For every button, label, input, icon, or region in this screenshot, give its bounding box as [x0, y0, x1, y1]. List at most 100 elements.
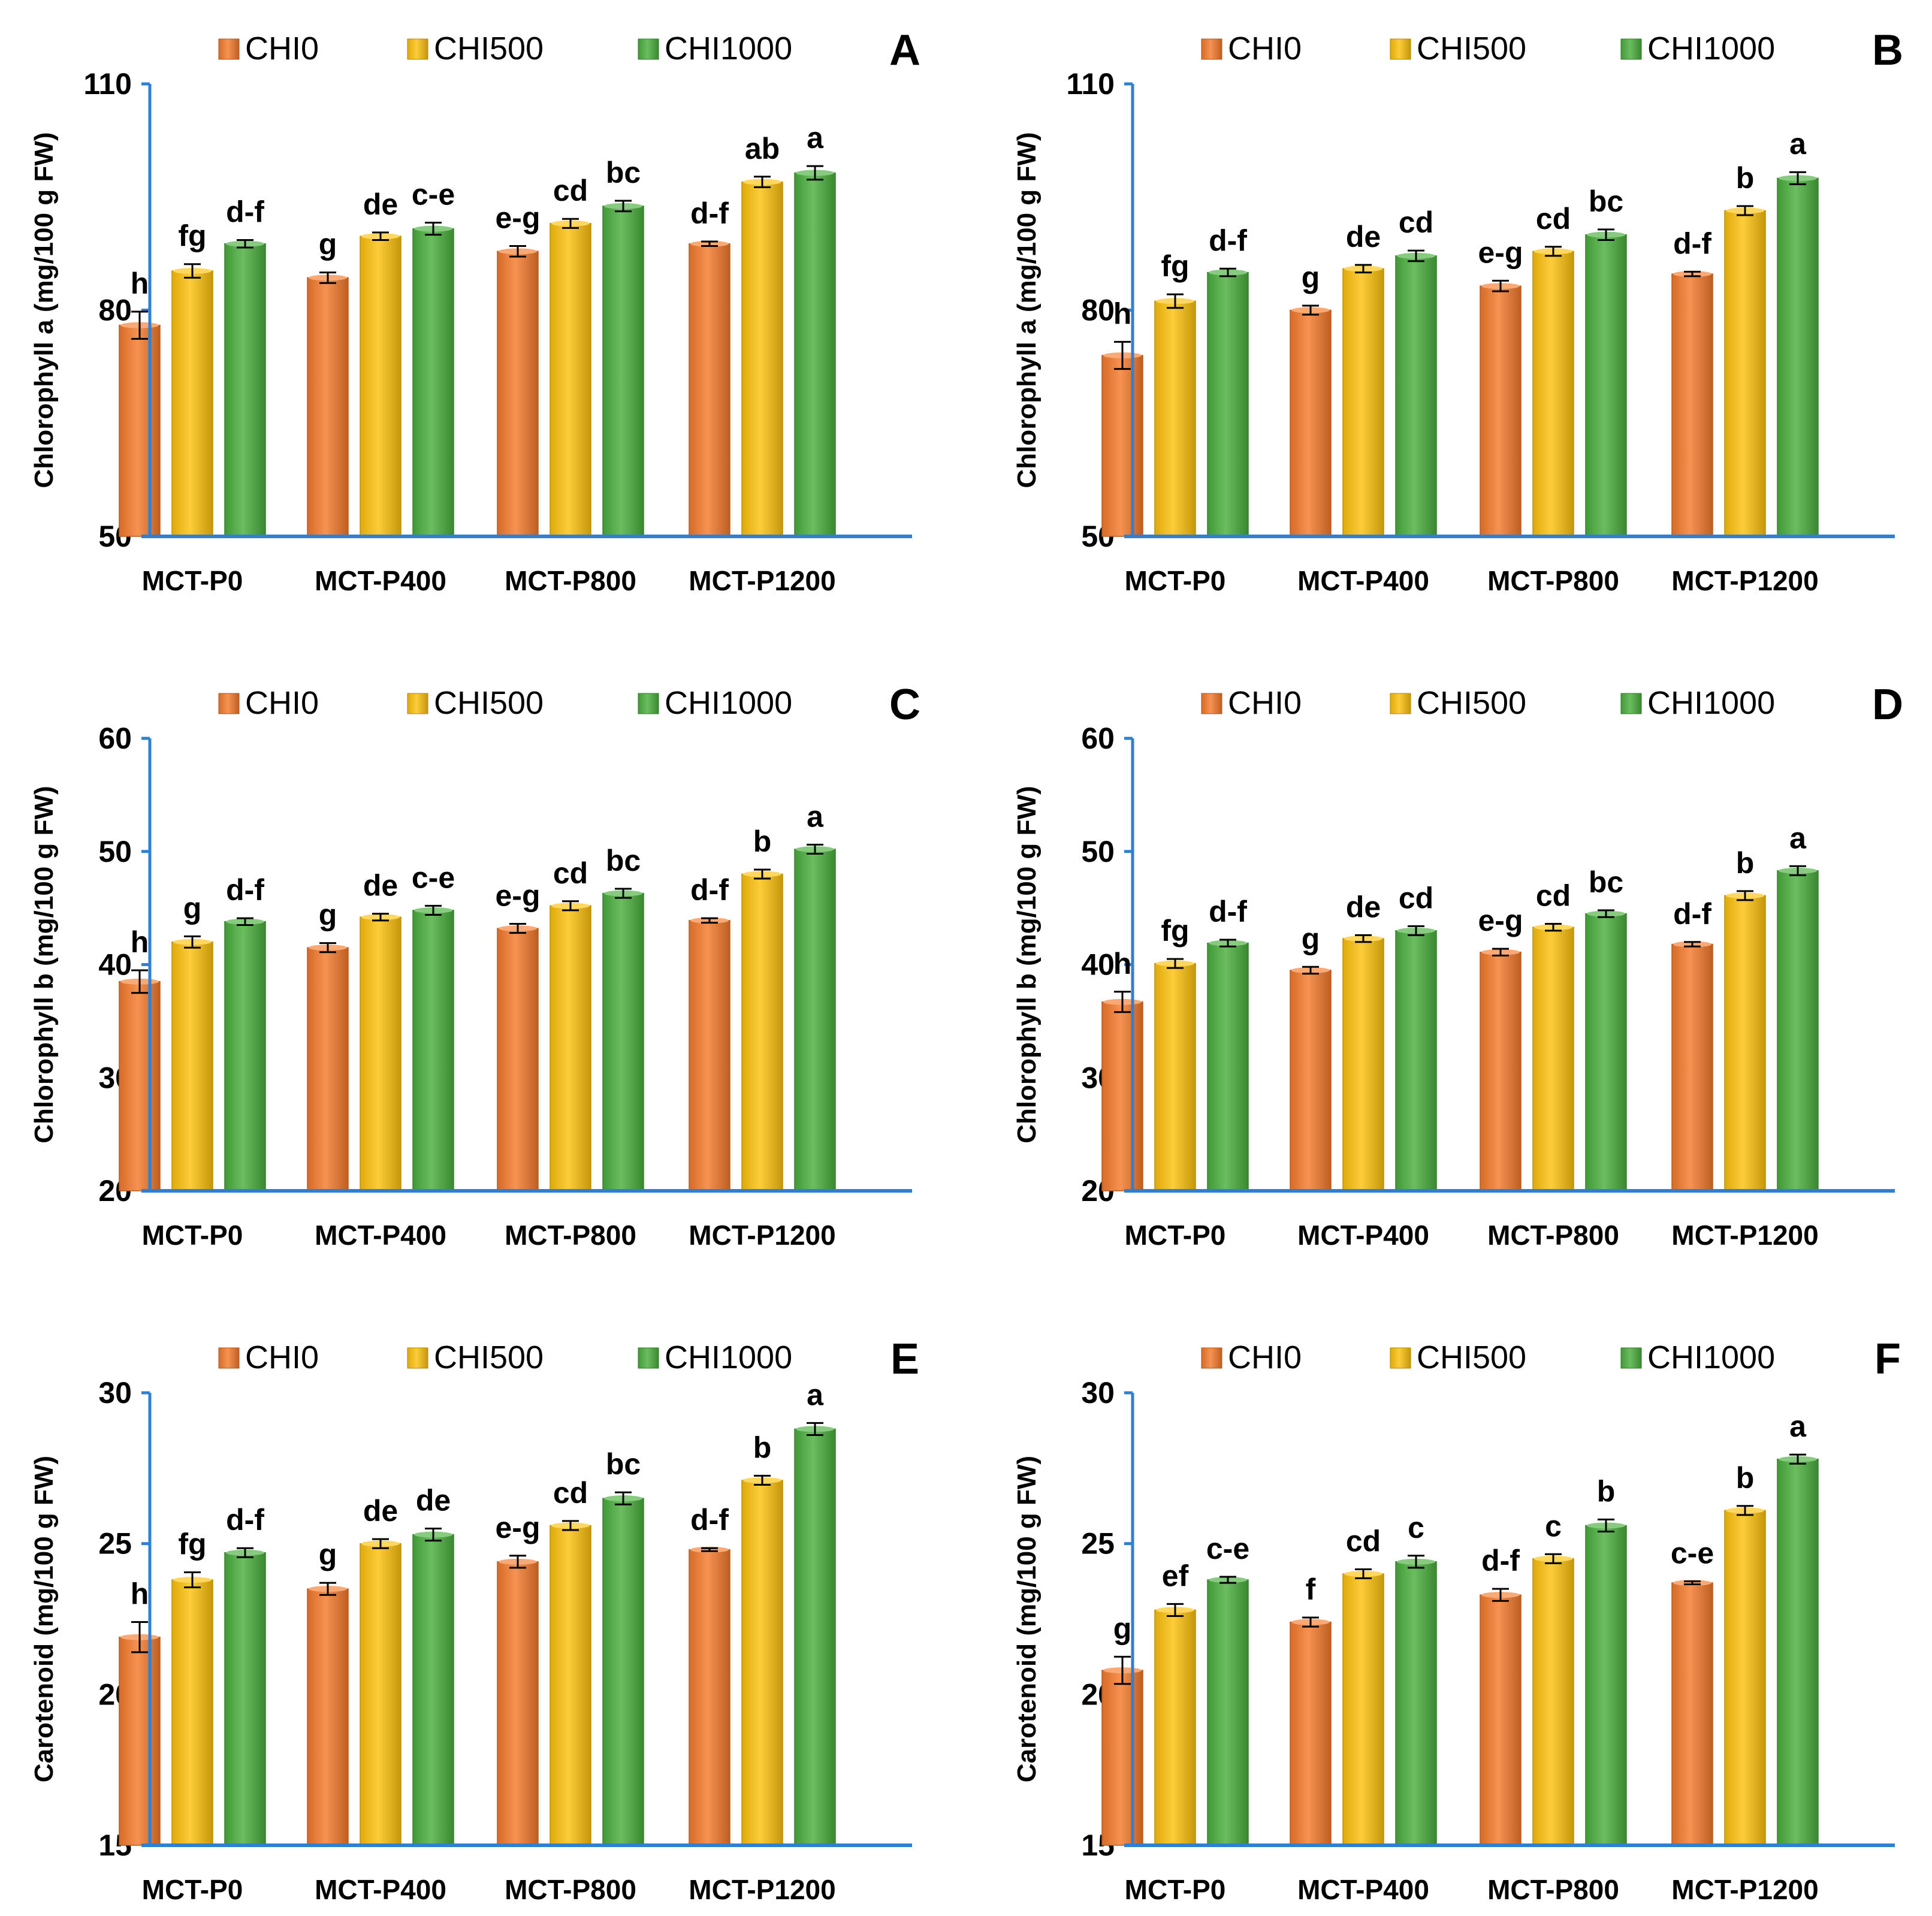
x-tick-label: MCT-P1200 — [689, 1220, 835, 1251]
x-tick-label: MCT-P0 — [142, 1874, 243, 1905]
significance-letter: c-e — [412, 861, 455, 894]
y-axis-title: Chlorophyll a (mg/100 g FW) — [29, 132, 59, 488]
significance-letter: ab — [745, 132, 780, 165]
significance-letter: bc — [606, 1447, 641, 1481]
bar-chi500-mct-p1200 — [1724, 895, 1766, 1191]
y-axis-title: Carotenoid (mg/100 g FW) — [29, 1456, 59, 1782]
x-tick-label: MCT-P400 — [315, 1874, 446, 1905]
bar-chi500-mct-p0 — [171, 942, 213, 1191]
bar-chi1000-mct-p0 — [224, 1552, 266, 1846]
bar-chi1000-mct-p800 — [602, 1498, 644, 1846]
significance-letter: cd — [1399, 881, 1433, 915]
bar-chi1000-mct-p1200 — [1777, 177, 1819, 537]
y-tick-label: 80 — [1081, 294, 1115, 327]
legend-label-chi500: CHI500 — [434, 685, 544, 721]
legend-label-chi0: CHI0 — [1228, 31, 1302, 67]
significance-letter: d-f — [690, 197, 729, 230]
x-tick-label: MCT-P1200 — [1671, 565, 1818, 596]
panel-label-A: A — [889, 26, 920, 74]
significance-letter: h — [1113, 297, 1132, 330]
legend-label-chi1000: CHI1000 — [1647, 685, 1775, 721]
bar-chi1000-mct-p400 — [1395, 1561, 1437, 1846]
significance-letter: cd — [1399, 206, 1433, 239]
significance-letter: d-f — [1481, 1544, 1520, 1577]
significance-letter: g — [1302, 922, 1320, 955]
bar-chi0-mct-p0 — [119, 981, 161, 1191]
y-tick-label: 30 — [98, 1376, 132, 1410]
bar-chi0-mct-p800 — [1480, 951, 1522, 1191]
legend-label-chi500: CHI500 — [1417, 31, 1526, 67]
significance-letter: cd — [553, 174, 588, 207]
significance-letter: bc — [1589, 865, 1623, 899]
legend-swatch-chi1000 — [1620, 1347, 1642, 1369]
significance-letter: cd — [1536, 879, 1571, 913]
y-axis-title: Chlorophyll b (mg/100 g FW) — [29, 786, 59, 1143]
panel-label-D: D — [1872, 681, 1903, 729]
bar-chi1000-mct-p800 — [602, 892, 644, 1191]
significance-letter: a — [1789, 1410, 1807, 1443]
significance-letter: d-f — [1673, 227, 1711, 260]
bar-chi1000-mct-p1200 — [794, 849, 836, 1191]
bar-chi500-mct-p0 — [1154, 1609, 1196, 1846]
legend-swatch-chi0 — [218, 38, 240, 60]
significance-letter: d-f — [226, 1503, 264, 1537]
y-tick-label: 40 — [98, 948, 132, 982]
x-tick-label: MCT-P1200 — [1671, 1220, 1818, 1251]
legend-swatch-chi500 — [1390, 38, 1411, 60]
legend-swatch-chi0 — [1201, 693, 1222, 714]
bar-chi1000-mct-p1200 — [794, 1428, 836, 1846]
x-tick-label: MCT-P400 — [1297, 1874, 1429, 1905]
bar-chi0-mct-p1200 — [689, 920, 730, 1191]
bar-chi0-mct-p0 — [119, 1636, 161, 1846]
legend-swatch-chi1000 — [1620, 38, 1642, 60]
significance-letter: d-f — [226, 195, 264, 228]
x-tick-label: MCT-P400 — [315, 565, 446, 596]
y-tick-label: 50 — [1081, 835, 1115, 868]
significance-letter: fg — [1161, 914, 1189, 948]
bar-chi1000-mct-p800 — [602, 206, 644, 537]
bar-chi500-mct-p0 — [171, 1579, 213, 1846]
bar-chi500-mct-p800 — [1532, 1558, 1574, 1846]
bar-chi0-mct-p400 — [1290, 1621, 1332, 1846]
significance-letter: a — [1789, 127, 1807, 161]
significance-letter: c-e — [1206, 1532, 1249, 1565]
legend-label-chi1000: CHI1000 — [1647, 1339, 1775, 1375]
significance-letter: e-g — [496, 1511, 541, 1544]
panel-C: CHI0 CHI500 CHI1000 C Chlorophyll b (mg/100 … — [29, 681, 920, 1251]
bar-chi0-mct-p0 — [1101, 355, 1143, 537]
significance-letter: fg — [1161, 249, 1189, 283]
significance-letter: de — [1346, 220, 1381, 254]
x-tick-label: MCT-P800 — [1487, 1874, 1619, 1905]
bar-chi500-mct-p1200 — [1724, 1510, 1766, 1846]
x-tick-label: MCT-P800 — [505, 565, 636, 596]
significance-letter: h — [131, 1577, 149, 1611]
significance-letter: bc — [1589, 185, 1623, 218]
bar-chi1000-mct-p400 — [1395, 930, 1437, 1191]
panel-label-F: F — [1874, 1335, 1901, 1383]
significance-letter: f — [1306, 1573, 1316, 1606]
bar-chi0-mct-p800 — [497, 1561, 539, 1846]
x-tick-label: MCT-P400 — [1297, 1220, 1429, 1251]
significance-letter: e-g — [496, 879, 541, 913]
bar-chi500-mct-p1200 — [741, 181, 783, 537]
bar-chi500-mct-p400 — [360, 1543, 402, 1846]
bar-chi500-mct-p400 — [1342, 938, 1384, 1191]
bar-chi0-mct-p400 — [1290, 970, 1332, 1191]
legend-swatch-chi500 — [407, 1347, 428, 1369]
bar-chi0-mct-p400 — [1290, 309, 1332, 537]
panel-E: CHI0 CHI500 CHI1000 E Carotenoid (mg/100 g F… — [29, 1335, 919, 1905]
legend-label-chi0: CHI0 — [245, 31, 319, 67]
significance-letter: a — [807, 1378, 824, 1411]
bar-chi500-mct-p800 — [550, 223, 591, 537]
significance-letter: de — [363, 869, 398, 903]
significance-letter: d-f — [1673, 897, 1711, 931]
bar-chi0-mct-p400 — [307, 947, 349, 1191]
bar-chi1000-mct-p400 — [412, 910, 454, 1191]
significance-letter: b — [753, 825, 772, 858]
legend-swatch-chi500 — [407, 38, 428, 60]
bar-chi1000-mct-p400 — [412, 1534, 454, 1846]
significance-letter: bc — [606, 844, 641, 877]
panel-label-E: E — [890, 1335, 919, 1383]
bar-chi500-mct-p400 — [1342, 268, 1384, 537]
bar-chi500-mct-p800 — [1532, 251, 1574, 537]
